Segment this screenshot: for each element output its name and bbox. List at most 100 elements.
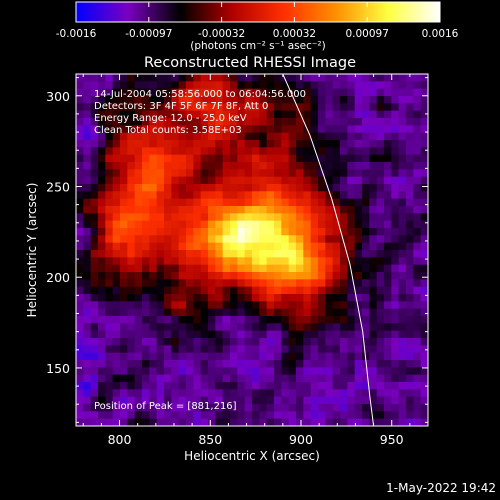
heatmap-cell bbox=[354, 360, 363, 368]
heatmap-cell bbox=[215, 250, 224, 258]
heatmap-cell bbox=[318, 88, 326, 97]
heatmap-cell bbox=[156, 206, 165, 214]
heatmap-cell bbox=[120, 367, 128, 376]
heatmap-cell bbox=[288, 88, 297, 97]
heatmap-cell bbox=[369, 242, 378, 251]
heatmap-cell bbox=[376, 374, 385, 383]
heatmap-cell bbox=[171, 338, 180, 346]
heatmap-cell bbox=[127, 396, 136, 405]
heatmap-cell bbox=[244, 330, 253, 339]
heatmap-cell bbox=[76, 110, 84, 119]
heatmap-cell bbox=[274, 184, 282, 192]
heatmap-cell bbox=[340, 286, 348, 295]
heatmap-cell bbox=[310, 257, 319, 266]
heatmap-cell bbox=[303, 250, 312, 258]
heatmap-cell bbox=[347, 323, 356, 332]
heatmap-cell bbox=[252, 147, 260, 156]
heatmap-cell bbox=[384, 191, 392, 200]
heatmap-cell bbox=[391, 235, 400, 244]
heatmap-cell bbox=[281, 242, 290, 251]
heatmap-cell bbox=[252, 74, 260, 82]
x-tick-label: 950 bbox=[380, 432, 404, 447]
heatmap-cell bbox=[127, 184, 136, 192]
heatmap-cell bbox=[340, 418, 348, 426]
colorbar-tick-label: 0.0016 bbox=[422, 28, 459, 40]
heatmap-cell bbox=[376, 360, 385, 368]
heatmap-cell bbox=[303, 206, 312, 214]
heatmap-cell bbox=[156, 213, 165, 222]
heatmap-cell bbox=[178, 404, 187, 412]
heatmap-cell bbox=[296, 140, 304, 148]
heatmap-cell bbox=[237, 96, 246, 104]
heatmap-cell bbox=[347, 118, 356, 126]
heatmap-cell bbox=[171, 396, 180, 405]
heatmap-cell bbox=[149, 396, 158, 405]
heatmap-cell bbox=[303, 213, 312, 222]
heatmap-cell bbox=[347, 176, 356, 185]
heatmap-cell bbox=[244, 81, 253, 90]
heatmap-cell bbox=[318, 191, 326, 200]
heatmap-cell bbox=[230, 338, 238, 346]
heatmap-cell bbox=[354, 352, 363, 361]
heatmap-cell bbox=[354, 323, 363, 332]
heatmap-cell bbox=[340, 81, 348, 90]
heatmap-cell bbox=[83, 81, 92, 90]
heatmap-cell bbox=[186, 411, 194, 420]
heatmap-cell bbox=[105, 220, 114, 229]
heatmap-cell bbox=[288, 272, 297, 280]
heatmap-cell bbox=[369, 411, 378, 420]
heatmap-cell bbox=[178, 352, 187, 361]
heatmap-cell bbox=[90, 206, 99, 214]
heatmap-cell bbox=[347, 74, 356, 82]
heatmap-cell bbox=[266, 323, 275, 332]
heatmap-cell bbox=[362, 154, 370, 163]
heatmap-cell bbox=[288, 74, 297, 82]
heatmap-cell bbox=[288, 286, 297, 295]
heatmap-cell bbox=[156, 360, 165, 368]
heatmap-cell bbox=[259, 162, 268, 170]
heatmap-cell bbox=[105, 88, 114, 97]
heatmap-cell bbox=[120, 220, 128, 229]
heatmap-cell bbox=[340, 147, 348, 156]
heatmap-cell bbox=[186, 374, 194, 383]
heatmap-cell bbox=[200, 279, 209, 288]
heatmap-cell bbox=[362, 404, 370, 412]
heatmap-cell bbox=[237, 118, 246, 126]
heatmap-cell bbox=[354, 162, 363, 170]
heatmap-cell bbox=[398, 184, 407, 192]
heatmap-cell bbox=[193, 316, 202, 324]
heatmap-cell bbox=[164, 404, 172, 412]
heatmap-cell bbox=[325, 323, 334, 332]
heatmap-cell bbox=[252, 235, 260, 244]
heatmap-cell bbox=[325, 118, 334, 126]
heatmap-cell bbox=[120, 176, 128, 185]
heatmap-cell bbox=[420, 316, 428, 324]
heatmap-cell bbox=[274, 250, 282, 258]
heatmap-cell bbox=[193, 220, 202, 229]
heatmap-cell bbox=[120, 154, 128, 163]
heatmap-cell bbox=[406, 235, 414, 244]
heatmap-cell bbox=[83, 330, 92, 339]
heatmap-cell bbox=[156, 367, 165, 376]
heatmap-cell bbox=[134, 257, 143, 266]
heatmap-cell bbox=[215, 316, 224, 324]
heatmap-cell bbox=[90, 103, 99, 112]
heatmap-cell bbox=[208, 286, 216, 295]
heatmap-cell bbox=[76, 367, 84, 376]
heatmap-cell bbox=[266, 140, 275, 148]
heatmap-cell bbox=[149, 257, 158, 266]
heatmap-cell bbox=[318, 118, 326, 126]
heatmap-cell bbox=[142, 235, 150, 244]
heatmap-cell bbox=[244, 132, 253, 141]
heatmap-cell bbox=[90, 140, 99, 148]
heatmap-cell bbox=[178, 272, 187, 280]
heatmap-cell bbox=[303, 235, 312, 244]
heatmap-cell bbox=[362, 242, 370, 251]
heatmap-cell bbox=[244, 374, 253, 383]
heatmap-cell bbox=[164, 301, 172, 310]
heatmap-cell bbox=[259, 206, 268, 214]
heatmap-cell bbox=[406, 110, 414, 119]
heatmap-cell bbox=[376, 279, 385, 288]
heatmap-cell bbox=[237, 316, 246, 324]
annotation-line: Detectors: 3F 4F 5F 6F 7F 8F, Att 0 bbox=[94, 101, 268, 112]
